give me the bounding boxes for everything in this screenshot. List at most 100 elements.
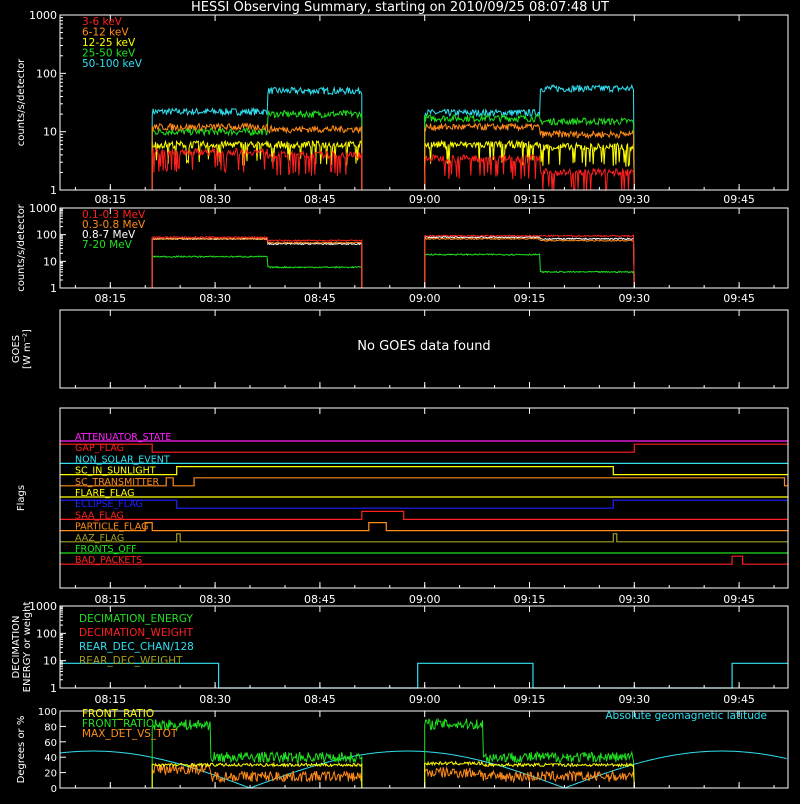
decimation-xtick-label: 09:30 — [618, 693, 650, 706]
flag-label: BAD_PACKETS — [75, 555, 142, 566]
ratios-ytick-label: 40 — [44, 753, 57, 764]
decimation-ylabel: DECIMATION — [11, 615, 22, 678]
flag-label: SAA_FLAG — [75, 510, 124, 521]
decimation-line — [60, 662, 788, 689]
series-front_ratio — [60, 760, 788, 789]
low-energy-legend-item: 25-50 keV — [82, 48, 136, 60]
decimation-frame — [59, 605, 789, 689]
high-energy-legend-item: 0.8-7 MeV — [82, 229, 136, 241]
flags-xtick-label: 09:30 — [618, 593, 650, 606]
no-data-message: No GOES data found — [357, 339, 490, 354]
series-0.3-0.8MeV — [60, 237, 788, 289]
flag-line — [60, 443, 788, 453]
low-energy-legend-item: 50-100 keV — [82, 58, 143, 70]
low-energy-xtick-label: 09:15 — [514, 193, 546, 206]
flags-xtick-label: 09:45 — [723, 593, 755, 606]
high-energy-xtick-label: 08:30 — [199, 292, 231, 305]
low-energy-ytick-label: 100 — [36, 67, 57, 80]
decimation-legend-item: DECIMATION_ENERGY — [79, 613, 193, 625]
series-6-12keV — [60, 122, 788, 191]
goes-frame — [59, 309, 789, 389]
ratios-ylabel: Degrees or % — [16, 716, 27, 784]
series-geomagnetic-latitude — [59, 750, 787, 789]
flag-line — [60, 477, 788, 487]
low-energy-xtick-label: 09:00 — [409, 193, 441, 206]
flag-label: ECLIPSE_FLAG — [75, 499, 143, 510]
decimation-xtick-label: 09:15 — [514, 693, 546, 706]
high-energy-xtick-label: 09:15 — [514, 292, 546, 305]
flag-line — [60, 533, 788, 543]
decimation-ylabel: ENERGY or weight — [22, 602, 33, 693]
decimation-xtick-label: 09:45 — [723, 693, 755, 706]
ratios-ytick-label: 100 — [38, 707, 57, 718]
flag-label: SC_IN_SUNLIGHT — [75, 466, 156, 477]
flag-label: ATTENUATOR_STATE — [75, 432, 171, 443]
decimation-xtick-label: 08:45 — [304, 693, 336, 706]
low-energy-frame — [59, 14, 789, 191]
series-12-25keV — [60, 139, 788, 191]
high-energy-xtick-label: 09:45 — [723, 292, 755, 305]
decimation-ytick-label: 100 — [36, 627, 57, 640]
high-energy-ytick-label: 1 — [50, 282, 57, 295]
decimation-legend-item: REAR_DEC_CHAN/128 — [79, 641, 194, 653]
low-energy-legend-item: 12-25 keV — [82, 37, 136, 49]
high-energy-xtick-label: 09:00 — [409, 292, 441, 305]
flag-label: FRONTS_OFF — [75, 544, 137, 555]
low-energy-xtick-label: 09:45 — [723, 193, 755, 206]
ratios-ytick-label: 80 — [44, 722, 57, 733]
low-energy-xtick-label: 08:15 — [94, 193, 126, 206]
series-50-100keV — [60, 83, 788, 191]
low-energy-legend-item: 6-12 keV — [82, 27, 129, 39]
flags-frame — [59, 407, 789, 589]
decimation-ytick-label: 10 — [43, 655, 57, 668]
high-energy-ytick-label: 10 — [43, 255, 57, 268]
flag-line — [60, 466, 788, 476]
decimation-ytick-label: 1 — [50, 682, 57, 695]
low-energy-ytick-label: 1000 — [29, 9, 57, 22]
low-energy-ylabel: counts/s/detector — [16, 58, 27, 146]
goes-ylabel: [W m⁻²] — [22, 329, 33, 369]
ratios-legend-item: FRONT_RATIO — [82, 708, 154, 720]
flags-xtick-label: 09:00 — [409, 593, 441, 606]
low-energy-ytick-label: 10 — [43, 126, 57, 139]
flag-label: AAZ_FLAG — [75, 533, 124, 544]
ratios-ytick-label: 0 — [51, 784, 57, 795]
high-energy-legend-item: 0.1-0.3 MeV — [82, 209, 146, 221]
series-0.8-7MeV — [60, 235, 788, 289]
decimation-xtick-label: 08:15 — [94, 693, 126, 706]
low-energy-legend-item: 3-6 keV — [82, 16, 123, 28]
ratios-ytick-label: 60 — [44, 738, 57, 749]
high-energy-xtick-label: 08:15 — [94, 292, 126, 305]
decimation-legend-item: DECIMATION_WEIGHT — [79, 627, 194, 639]
flag-line — [60, 510, 788, 521]
decimation-xtick-label: 08:30 — [199, 693, 231, 706]
flags-xtick-label: 08:45 — [304, 593, 336, 606]
series-3-6keV — [60, 147, 788, 192]
flag-label: PARTICLE_FLAG — [75, 522, 148, 533]
low-energy-ytick-label: 1 — [50, 184, 57, 197]
high-energy-frame — [59, 207, 789, 289]
series-7-20MeV — [60, 253, 788, 289]
decimation-ytick-label: 1000 — [29, 600, 57, 613]
series-0.1-0.3MeV — [60, 234, 788, 289]
flag-label: NON_SOLAR_EVENT — [75, 454, 170, 465]
high-energy-ytick-label: 100 — [36, 229, 57, 242]
flag-label: GAP_FLAG — [75, 443, 124, 454]
flags-xtick-label: 08:15 — [94, 593, 126, 606]
high-energy-ytick-label: 1000 — [29, 202, 57, 215]
flags-ylabel: Flags — [16, 485, 27, 511]
high-energy-xtick-label: 08:45 — [304, 292, 336, 305]
ratios-legend-item: MAX_DET_VS_TOT — [82, 728, 178, 740]
high-energy-legend-item: 0.3-0.8 MeV — [82, 219, 146, 231]
high-energy-xtick-label: 09:30 — [618, 292, 650, 305]
high-energy-legend-item: 7-20 MeV — [82, 239, 133, 251]
decimation-legend-item: REAR_DEC_WEIGHT — [79, 655, 183, 667]
flag-label: SC_TRANSMITTER — [75, 477, 160, 488]
ratios-ytick-label: 20 — [44, 769, 57, 780]
decimation-xtick-label: 09:00 — [409, 693, 441, 706]
low-energy-xtick-label: 08:45 — [304, 193, 336, 206]
ratios-frame — [59, 710, 789, 789]
flags-xtick-label: 09:15 — [514, 593, 546, 606]
